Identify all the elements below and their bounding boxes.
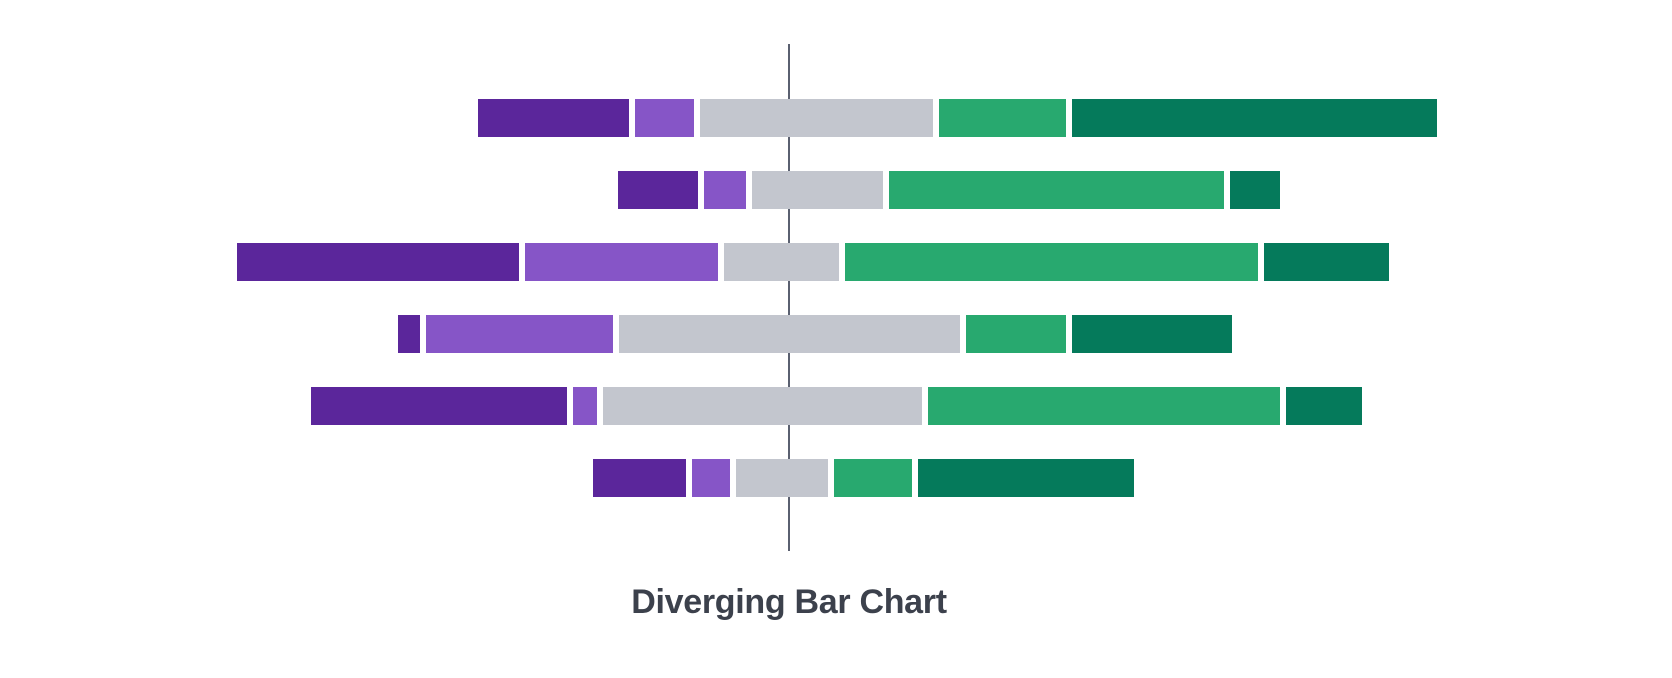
bar-segment-neutral-gray [736, 459, 828, 497]
bar-segment-medium-green [966, 315, 1066, 353]
bar-segment-medium-green [834, 459, 912, 497]
bar-segment-medium-green [889, 171, 1224, 209]
bar-segment-dark-purple [593, 459, 686, 497]
bar-segment-neutral-gray [752, 171, 883, 209]
bar-segment-light-purple [704, 171, 746, 209]
chart-title: Diverging Bar Chart [631, 583, 947, 621]
bar-row-bar-5 [0, 387, 1672, 425]
bar-segment-dark-green [1286, 387, 1362, 425]
bar-segment-dark-green [1230, 171, 1280, 209]
bar-row-bar-2 [0, 171, 1672, 209]
bar-segment-medium-green [928, 387, 1280, 425]
bar-segment-neutral-gray [603, 387, 922, 425]
bar-segment-light-purple [426, 315, 613, 353]
bar-segment-dark-purple [237, 243, 519, 281]
bar-segment-light-purple [635, 99, 694, 137]
bar-segment-light-purple [692, 459, 730, 497]
bar-segment-dark-green [1264, 243, 1389, 281]
bar-segment-light-purple [573, 387, 597, 425]
bar-segment-neutral-gray [619, 315, 960, 353]
bar-segment-dark-purple [311, 387, 567, 425]
bar-segment-dark-purple [398, 315, 420, 353]
bar-segment-dark-purple [478, 99, 629, 137]
bar-segment-neutral-gray [724, 243, 839, 281]
bar-segment-dark-green [918, 459, 1134, 497]
bar-segment-medium-green [939, 99, 1066, 137]
bar-segment-light-purple [525, 243, 718, 281]
bar-row-bar-1 [0, 99, 1672, 137]
bar-row-bar-4 [0, 315, 1672, 353]
bar-segment-neutral-gray [700, 99, 933, 137]
bar-segment-dark-purple [618, 171, 698, 209]
bar-segment-dark-green [1072, 99, 1437, 137]
bar-row-bar-3 [0, 243, 1672, 281]
center-axis-line [788, 44, 790, 551]
bar-segment-medium-green [845, 243, 1258, 281]
bar-segment-dark-green [1072, 315, 1232, 353]
bar-row-bar-6 [0, 459, 1672, 497]
